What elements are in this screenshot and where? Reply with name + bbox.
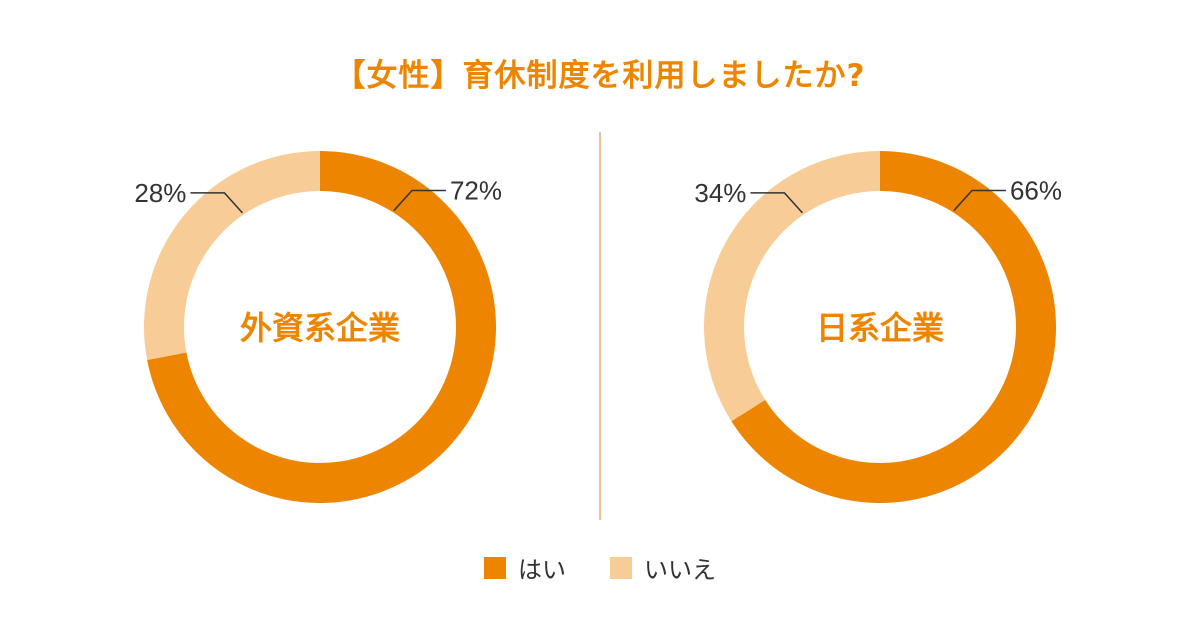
legend-item-yes: はい xyxy=(484,550,566,585)
legend-swatch-no xyxy=(610,556,632,579)
value-label-japanese-yes: 66% xyxy=(1010,175,1062,205)
leader-line-japanese-no xyxy=(750,192,803,214)
legend-item-no: いいえ xyxy=(610,550,716,585)
chart-title: 【女性】育休制度を利用しましたか? xyxy=(334,58,866,94)
leader-line-japanese-yes xyxy=(953,189,1006,211)
center-label-japanese: 日系企業 xyxy=(816,309,944,347)
slice-japanese-no xyxy=(704,151,880,422)
value-label-foreign-yes: 72% xyxy=(450,175,502,205)
value-label-japanese-no: 34% xyxy=(694,178,746,208)
center-label-foreign: 外資系企業 xyxy=(240,309,400,347)
slice-foreign-no xyxy=(144,151,320,360)
legend-label-yes: はい xyxy=(518,556,566,584)
legend-swatch-yes xyxy=(484,556,506,579)
legend: はい いいえ xyxy=(0,550,1200,585)
legend-label-no: いいえ xyxy=(644,556,716,584)
leader-line-foreign-no xyxy=(190,192,243,214)
leader-line-foreign-yes xyxy=(393,189,446,211)
value-label-foreign-no: 28% xyxy=(134,178,186,208)
